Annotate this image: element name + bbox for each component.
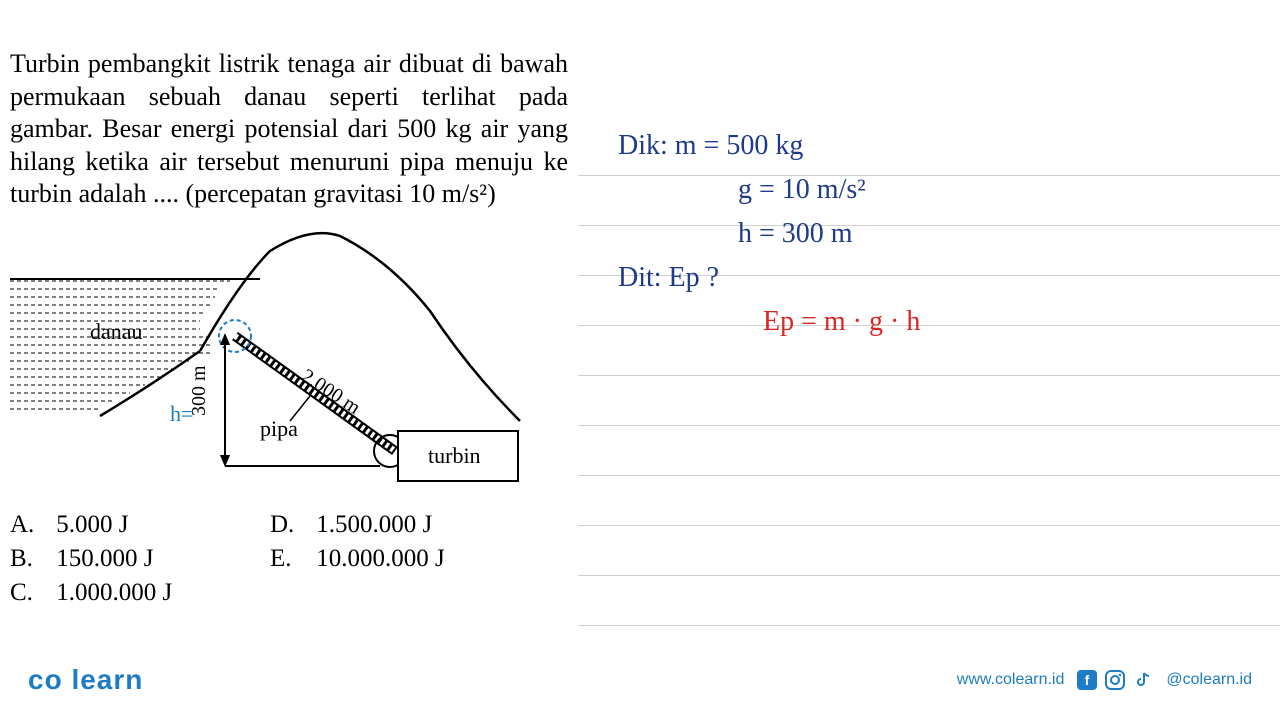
instagram-icon [1104, 669, 1126, 691]
option-e: E. 10.000.000 J [270, 545, 530, 573]
option-b: B. 150.000 J [10, 545, 270, 573]
option-a: A. 5.000 J [10, 511, 270, 539]
danau-label: danau [90, 319, 143, 344]
hw-given-height: h = 300 m [608, 218, 1280, 250]
turbin-label: turbin [428, 443, 481, 468]
hw-given-gravity: g = 10 m/s² [608, 174, 1280, 206]
social-icons: f [1076, 669, 1154, 691]
hw-given-mass: Dik: m = 500 kg [608, 130, 1280, 162]
brand-logo: co learn [28, 664, 143, 696]
tiktok-icon [1132, 669, 1154, 691]
question-panel: Turbin pembangkit listrik tenaga air dib… [0, 0, 578, 720]
social-handle: @colearn.id [1166, 671, 1252, 689]
pipa-label: pipa [260, 416, 298, 441]
facebook-icon: f [1076, 669, 1098, 691]
answer-options: A. 5.000 J B. 150.000 J C. 1.000.000 J D… [10, 511, 568, 613]
question-text: Turbin pembangkit listrik tenaga air dib… [10, 48, 568, 211]
height-var-label: h= [170, 401, 193, 426]
website-url: www.colearn.id [957, 671, 1065, 689]
hw-formula: Ep = m · g · h [608, 306, 1280, 338]
physics-diagram: danau 2.000 m 300 m h= pipa turbin [10, 221, 530, 501]
footer: co learn www.colearn.id f @colearn.id [0, 660, 1280, 700]
option-d: D. 1.500.000 J [270, 511, 530, 539]
solution-panel: Dik: m = 500 kg g = 10 m/s² h = 300 m Di… [578, 0, 1280, 720]
option-c: C. 1.000.000 J [10, 579, 270, 607]
svg-text:f: f [1085, 672, 1090, 688]
ruled-background [578, 0, 1280, 720]
hw-asked: Dit: Ep ? [608, 262, 1280, 294]
